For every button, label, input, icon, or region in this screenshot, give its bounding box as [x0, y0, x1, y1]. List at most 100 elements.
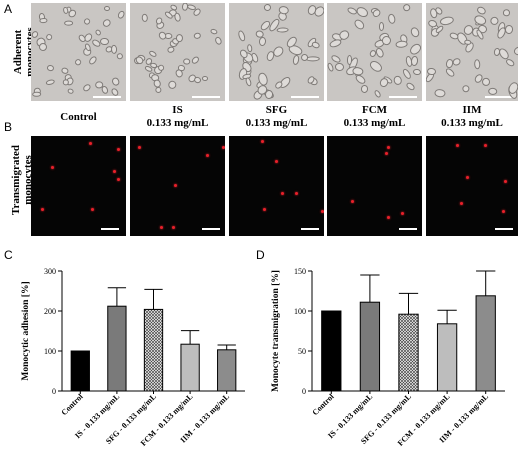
micrograph-adherent-iim	[426, 3, 518, 101]
cell	[311, 40, 321, 49]
transmigrated-cell-dot	[385, 152, 388, 155]
transmigrated-cell-dot	[484, 144, 487, 147]
cell	[444, 67, 456, 79]
micrograph-adherent-sfg	[229, 3, 324, 101]
transmigrated-cell-dot	[460, 202, 463, 205]
transmigrated-cell-dot	[456, 144, 459, 147]
cell	[209, 28, 219, 36]
micrograph-adherent-fcm	[327, 3, 422, 101]
cell	[66, 87, 74, 95]
transmigrated-cell-dot	[89, 142, 92, 145]
transmigrated-cell-dot	[206, 154, 209, 157]
micrograph-adherent-control	[31, 3, 126, 101]
cell	[327, 38, 342, 49]
cell	[93, 28, 102, 37]
cell	[141, 13, 148, 22]
micrograph-transmigrated-control	[31, 136, 126, 236]
transmigrated-cell-dot	[295, 192, 298, 195]
cell	[103, 5, 111, 12]
transmigration-ytick-label: 100	[294, 307, 306, 316]
transmigrated-cell-dot	[172, 226, 175, 229]
cell	[401, 3, 411, 13]
condition-label-2: SFG 0.133 mg/mL	[245, 104, 308, 129]
transmigration-bar-2	[398, 313, 419, 392]
cell	[368, 59, 384, 74]
adhesion-bar-3	[180, 343, 200, 392]
transmigration-xtick-label-2: SFG - 0.133 mg/mL	[359, 392, 413, 446]
cell	[352, 17, 367, 32]
cell	[265, 50, 275, 62]
adhesion-ytick-label: 300	[44, 267, 56, 276]
transmigration-ytick-label: 150	[294, 267, 306, 276]
cell	[460, 83, 472, 94]
adhesion-bar-2	[143, 308, 164, 392]
panel-label-a: A	[4, 2, 13, 16]
cell	[361, 84, 370, 93]
cell	[173, 11, 182, 22]
cell	[345, 5, 358, 16]
transmigrated-cell-dot	[261, 140, 264, 143]
cell	[258, 36, 267, 47]
cell	[73, 57, 83, 67]
transmigration-ytick-label: 0	[302, 387, 306, 396]
cell	[354, 73, 368, 86]
cell	[201, 75, 209, 82]
transmigrated-cell-dot	[275, 160, 278, 163]
transmigrated-cell-dot	[51, 166, 54, 169]
cell	[183, 58, 191, 65]
cell	[373, 88, 382, 99]
panel-label-c: C	[4, 248, 13, 262]
micrograph-transmigrated-fcm	[327, 136, 422, 236]
transmigrated-cell-dot	[401, 212, 404, 215]
transmigrated-cell-dot	[91, 208, 94, 211]
cell	[81, 83, 92, 94]
cell	[512, 45, 518, 57]
transmigrated-cell-dot	[351, 200, 354, 203]
condition-label-1: IS 0.133 mg/mL	[146, 104, 209, 129]
transmigrated-cell-dot	[160, 226, 163, 229]
cell	[291, 54, 301, 66]
cell	[39, 42, 48, 52]
cell	[83, 18, 92, 27]
micrograph-transmigrated-is	[130, 136, 225, 236]
cell	[154, 86, 162, 94]
cell	[445, 58, 454, 69]
cell	[374, 46, 385, 59]
cell	[177, 64, 186, 72]
row-label-transmigrated-line1: Transmigrated	[10, 144, 22, 216]
adhesion-xtick-label-3: FCM - 0.133 mg/mL	[139, 392, 195, 448]
transmigration-bar-1	[359, 301, 381, 392]
cell	[439, 14, 455, 26]
transmigration-xtick-label-1: IS - 0.133 mg/mL	[326, 392, 374, 440]
transmigrated-cell-dot	[263, 208, 266, 211]
transmigration-bar-3	[436, 323, 458, 392]
row-label-adherent-line1: Adherent	[12, 29, 24, 75]
cell	[175, 34, 183, 43]
cell	[405, 81, 416, 91]
cell	[276, 27, 290, 33]
adhesion-bar-1	[107, 305, 127, 392]
transmigrated-cell-dot	[174, 184, 177, 187]
cell	[502, 8, 511, 16]
micrograph-adherent-is	[130, 3, 225, 101]
condition-label-0: Control	[60, 111, 97, 123]
cell	[110, 44, 118, 54]
cell	[473, 58, 481, 70]
adhesion-ytick-label: 100	[44, 347, 56, 356]
transmigrated-cell-dot	[117, 148, 120, 151]
adhesion-ytick-label: 0	[52, 387, 56, 396]
cell	[386, 13, 396, 26]
adhesion-ytick-label: 200	[44, 307, 56, 316]
transmigration-xtick-label-3: FCM - 0.133 mg/mL	[396, 392, 452, 448]
condition-label-4: IIM 0.133 mg/mL	[441, 104, 503, 129]
transmigration-ytick-label: 50	[298, 347, 306, 356]
adhesion-xtick-label-2: SFG - 0.133 mg/mL	[104, 392, 158, 446]
cell	[45, 78, 55, 86]
transmigrated-cell-dot	[387, 216, 390, 219]
micrograph-transmigrated-iim	[426, 136, 518, 236]
transmigration-ylabel: Monocyte transmigration [%]	[271, 270, 281, 392]
transmigration-xtick-label-0: Control	[311, 392, 337, 418]
cell	[393, 75, 404, 87]
cell	[412, 68, 422, 76]
cell	[378, 21, 385, 31]
